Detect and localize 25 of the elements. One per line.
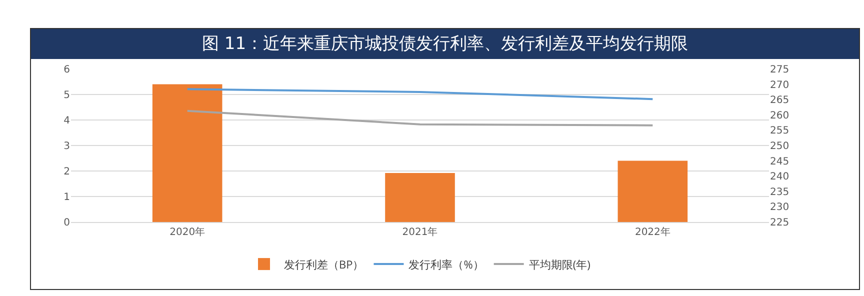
chart-title: 图 11：近年来重庆市城投债发行利率、发行利差及平均发行期限 — [31, 29, 859, 59]
y2-tick-label: 235 — [770, 186, 790, 198]
y2-tick-label: 260 — [770, 110, 790, 122]
y2-tick-label: 240 — [770, 172, 790, 183]
legend-label: 发行利差（BP） — [284, 257, 364, 272]
y2-tick-label: 265 — [770, 95, 790, 106]
x-tick-label: 2022年 — [634, 226, 670, 238]
y2-tick-label: 270 — [770, 80, 790, 91]
y-tick-label: 6 — [64, 64, 70, 76]
x-tick-label: 2021年 — [402, 226, 438, 238]
y-tick-label: 3 — [64, 141, 70, 152]
y-tick-label: 4 — [64, 116, 70, 126]
y2-tick-label: 225 — [770, 218, 790, 228]
y2-tick-label: 230 — [770, 202, 790, 214]
y-tick-label: 0 — [64, 218, 70, 228]
y2-tick-label: 250 — [770, 141, 790, 152]
legend-label: 平均期限(年) — [528, 257, 590, 272]
y2-tick-label: 245 — [770, 156, 790, 168]
y-tick-label: 2 — [64, 166, 70, 178]
y2-tick-label: 275 — [770, 64, 790, 76]
y2-tick-label: 255 — [770, 126, 790, 137]
y-tick-label: 1 — [64, 192, 70, 203]
y-tick-label: 5 — [64, 90, 70, 101]
x-tick-label: 2020年 — [170, 226, 206, 238]
legend-label: 发行利率（%） — [408, 257, 484, 272]
